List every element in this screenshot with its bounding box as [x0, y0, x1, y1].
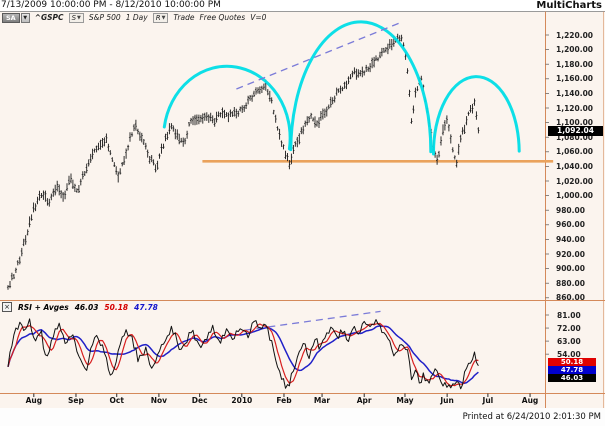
time-axis-label: Dec: [191, 396, 208, 405]
title-row: 7/13/2009 10:00:00 PM - 8/12/2010 10:00:…: [0, 0, 605, 11]
price-axis-label: 1,220.00: [556, 30, 594, 40]
chevron-down-icon: ▼: [161, 14, 166, 21]
rsi-avg-fast-label: 50.18: [104, 302, 129, 312]
rsi-value-label: 46.03: [74, 302, 99, 312]
printed-at-label: Printed at 6/24/2010 2:01:30 PM: [462, 412, 601, 422]
style-dropdown-label: S: [71, 13, 77, 22]
resolution-label: 1 Day: [125, 13, 148, 22]
quotes-status-label: Free Quotes: [199, 13, 246, 22]
price-axis-label: 1,040.00: [556, 161, 594, 171]
sa-button[interactable]: SA: [2, 12, 20, 23]
time-axis-label: Aug: [25, 396, 43, 405]
price-axis-label: 1,060.00: [556, 147, 594, 157]
print-footer: Printed at 6/24/2010 2:01:30 PM: [0, 408, 605, 426]
rsi-title: RSI + Avges: [18, 302, 69, 312]
style-dropdown-button[interactable]: S ▼: [68, 12, 84, 23]
price-axis-label: 900.00: [556, 264, 585, 274]
rsi-axis-label: 54.00: [557, 349, 581, 359]
date-range-title: 7/13/2009 10:00:00 PM - 8/12/2010 10:00:…: [1, 0, 221, 10]
rsi-value-badge: 46.03: [548, 374, 596, 382]
chevron-down-icon: ▼: [77, 14, 81, 21]
price-axis-label: 1,020.00: [556, 176, 594, 186]
rsi-axis-label: 81.00: [557, 310, 581, 320]
price-axis-label: 1,200.00: [556, 45, 594, 55]
chart-toolbar: SA ▼ ^GSPC S ▼ S&P 500 1 Day R ▼ Trade F…: [2, 12, 266, 23]
price-axis-label: 1,140.00: [556, 88, 594, 98]
time-axis-label: Sep: [68, 396, 84, 405]
resolution-dropdown-label: R: [155, 13, 161, 22]
rsi-avg-fast-badge: 50.18: [548, 358, 596, 366]
price-axis-label: 1,000.00: [556, 191, 594, 201]
price-axis-label: 880.00: [556, 278, 585, 288]
rsi-panel-header: × RSI + Avges 46.03 50.18 47.78: [2, 302, 158, 312]
symbol-label: ^GSPC: [34, 13, 64, 22]
price-axis-label: 1,160.00: [556, 74, 594, 84]
time-axis-label: Oct: [109, 396, 124, 405]
rsi-avg-slow-label: 47.78: [134, 302, 158, 312]
price-axis-label: 960.00: [556, 220, 585, 230]
resolution-dropdown-button[interactable]: R ▼: [152, 12, 169, 23]
rsi-close-button[interactable]: ×: [2, 302, 12, 312]
time-axis-label: May: [396, 396, 414, 405]
sa-dropdown-arrow-icon[interactable]: ▼: [20, 12, 30, 23]
time-axis-label: Mar: [313, 396, 331, 405]
volume-status-label: V=0: [250, 13, 267, 22]
price-axis-label: 1,120.00: [556, 103, 594, 113]
price-axis-label: 860.00: [556, 293, 585, 303]
price-axis-label: 1,080.00: [556, 132, 594, 142]
last-price-badge: 1,092.04: [548, 126, 603, 136]
price-axis-label: 980.00: [556, 205, 585, 215]
rsi-axis-label: 63.00: [557, 336, 581, 346]
price-axis-label: 920.00: [556, 249, 585, 259]
time-axis-label: Feb: [276, 396, 292, 405]
series-name-label: S&P 500: [88, 13, 121, 22]
time-axis-label: Apr: [356, 396, 372, 405]
rsi-avg-slow-badge: 47.78: [548, 366, 596, 374]
time-axis-label: Aug: [521, 396, 539, 405]
time-axis-label: Nov: [150, 396, 168, 405]
trade-status-label: Trade: [173, 13, 195, 22]
multicharts-brand: MultiCharts: [536, 0, 602, 11]
time-axis-label: 2010: [231, 396, 253, 405]
price-axis-label: 1,100.00: [556, 118, 594, 128]
price-axis-label: 1,180.00: [556, 59, 594, 69]
rsi-axis-label: 72.00: [557, 323, 581, 333]
price-axis-label: 940.00: [556, 234, 585, 244]
time-axis-label: Jul: [482, 396, 494, 405]
time-axis-label: Jun: [440, 396, 454, 405]
